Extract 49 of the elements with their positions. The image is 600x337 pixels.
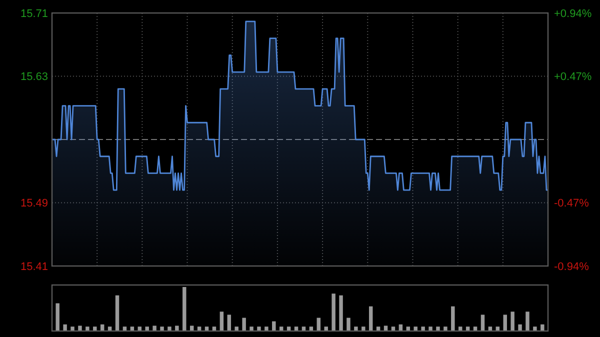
bar — [510, 312, 514, 331]
bar — [533, 326, 537, 331]
bar — [70, 326, 74, 331]
bar — [451, 306, 455, 331]
bar — [480, 314, 485, 331]
y2-tick-label: +0.94% — [554, 8, 592, 20]
bar — [160, 326, 164, 331]
bar — [526, 312, 530, 331]
y-tick-label: 15.63 — [20, 71, 48, 84]
bar — [93, 326, 97, 331]
bar — [234, 326, 238, 331]
bar — [257, 326, 261, 331]
bar — [86, 326, 90, 331]
bar — [220, 312, 224, 331]
bar — [444, 326, 448, 331]
y-tick-label: 15.71 — [20, 8, 48, 20]
y2-tick-label: +0.47% — [554, 71, 592, 84]
bar — [354, 326, 358, 331]
bar — [368, 306, 373, 331]
bar — [339, 295, 343, 331]
bar — [518, 324, 522, 331]
bar — [115, 295, 120, 331]
bar — [168, 326, 172, 331]
bar — [346, 318, 350, 331]
y2-tick-label: -0.47% — [554, 198, 590, 210]
y-tick-label: 15.49 — [20, 198, 48, 210]
bar — [272, 321, 276, 331]
bar — [428, 326, 432, 331]
bar — [503, 314, 507, 331]
bar — [175, 326, 179, 331]
bar — [145, 326, 149, 331]
bar — [242, 318, 246, 331]
bar — [152, 326, 156, 331]
bar — [436, 326, 440, 331]
y-tick-label: 15.41 — [20, 260, 48, 273]
bar — [421, 326, 425, 331]
bar — [63, 324, 67, 331]
bar — [56, 303, 60, 331]
bar — [540, 324, 544, 331]
bar — [250, 326, 254, 331]
bar — [362, 326, 366, 331]
bar — [414, 326, 418, 331]
bar — [78, 326, 82, 331]
y2-tick-label: -0.94% — [554, 260, 590, 273]
bar — [332, 294, 336, 331]
bar — [324, 326, 328, 331]
bar — [227, 314, 232, 331]
bar — [264, 326, 268, 331]
bar — [182, 287, 186, 331]
